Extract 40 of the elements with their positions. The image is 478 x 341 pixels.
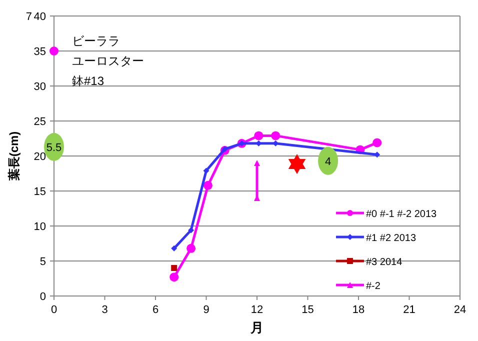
y-tick-label: 15	[34, 186, 46, 198]
annotation: 鉢#13	[72, 74, 104, 88]
x-tick-label: 9	[203, 304, 210, 316]
y-tick-label: 40	[34, 11, 46, 23]
y-axis-title: 葉長(cm)	[7, 131, 21, 182]
y-tick-label: 5	[40, 256, 46, 268]
x-tick-label: 15	[302, 304, 314, 316]
x-tick-label: 3	[102, 304, 108, 316]
y-tick-label: 30	[34, 81, 46, 93]
point	[222, 146, 228, 152]
annotation: ユーロスター	[72, 54, 144, 68]
x-tick-label: 24	[454, 304, 466, 316]
text: 7	[26, 11, 32, 23]
annotation: ビーララ	[72, 34, 120, 48]
y-tick-label: 25	[34, 116, 46, 128]
y-tick-label: 10	[34, 221, 46, 233]
y-tick-label: 20	[34, 151, 46, 163]
annotation: 4	[324, 156, 332, 168]
x-tick-label: 21	[403, 304, 416, 316]
legend-label: #-2	[366, 281, 381, 292]
x-tick-label: 18	[352, 304, 365, 316]
y-tick-label: 0	[40, 291, 46, 303]
x-tick-label: 6	[152, 304, 159, 316]
x-tick-label: 0	[50, 304, 58, 316]
legend-label: #0 #-1 #-2 2013	[366, 209, 438, 220]
point	[271, 131, 280, 140]
y-tick-label: 35	[34, 46, 46, 58]
point	[203, 168, 210, 174]
x-tick-label: 12	[250, 304, 264, 316]
point	[171, 245, 178, 252]
legend-label: #3 2014	[366, 257, 403, 268]
point	[188, 227, 194, 234]
point	[372, 138, 382, 148]
point	[254, 131, 264, 140]
annotation: 5.5	[46, 142, 62, 154]
point	[170, 272, 179, 282]
point	[203, 180, 212, 190]
x-axis-title: 月	[250, 320, 264, 335]
point	[186, 244, 196, 253]
legend-label: #1 #2 2013	[366, 233, 416, 244]
